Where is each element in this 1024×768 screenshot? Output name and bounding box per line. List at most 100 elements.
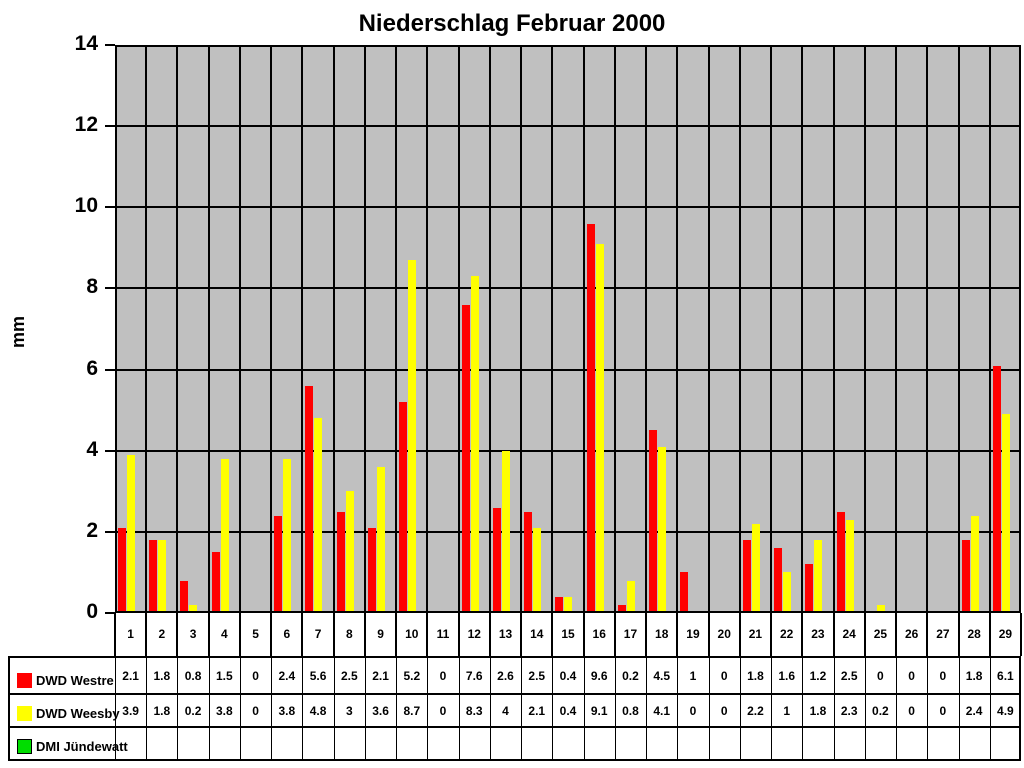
table-column-separator: [802, 658, 804, 759]
day-row-divider: [832, 613, 835, 656]
day-label: 26: [904, 627, 919, 641]
day-label: 27: [936, 627, 950, 641]
gridline-vertical: [738, 45, 741, 613]
table-column-separator: [614, 658, 616, 759]
day-row-divider: [770, 613, 773, 656]
day-label: 18: [655, 627, 669, 641]
legend-cell-dwd-weesby: DWD Weesby: [10, 695, 120, 726]
table-row-separator: [10, 726, 1019, 728]
day-label: 13: [498, 627, 513, 641]
gridline-vertical: [426, 45, 429, 613]
bar-dwd-weesby-day-17: [626, 580, 635, 613]
table-column-separator: [583, 658, 585, 759]
value-cell: 0.8: [622, 704, 639, 718]
legend-cell-dmi-jündewatt: DMI Jündewatt: [10, 728, 128, 759]
y-tick-mark: [105, 612, 115, 614]
day-label: 7: [314, 627, 322, 641]
x-axis-day-labels: 1 2 3 4 5 6 7 8 9 10 11 12 13 14 15 16 17 18 19 20 21 22 23 24 2…: [114, 613, 1022, 656]
day-label: 6: [283, 627, 291, 641]
gridline-vertical: [895, 45, 898, 613]
value-cell: 0: [908, 669, 915, 683]
bar-dwd-westre-day-4: [211, 552, 220, 613]
value-cell: 0.2: [622, 669, 639, 683]
gridline-vertical: [520, 45, 523, 613]
table-column-separator: [677, 658, 679, 759]
value-cell: [521, 728, 552, 759]
y-tick-mark: [105, 530, 115, 533]
value-cell: 4.8: [309, 704, 327, 718]
y-tick-label: 2: [86, 518, 98, 542]
y-tick-label: 4: [86, 437, 98, 461]
table-column-separator: [239, 658, 241, 759]
value-cell: 1.8: [747, 669, 764, 683]
legend-label: DWD Weesby: [36, 706, 120, 721]
value-cell: [771, 728, 802, 759]
table-column-separator: [208, 658, 210, 759]
value-cell: [146, 728, 177, 759]
day-row-divider: [613, 613, 616, 656]
bar-dwd-westre-day-17: [617, 604, 626, 613]
value-cell: 4.1: [653, 704, 671, 718]
value-cell: 3.9: [122, 704, 139, 718]
legend-swatch: [17, 706, 32, 721]
day-row-divider: [738, 613, 741, 656]
gridline-vertical: [801, 45, 804, 613]
value-cell: [490, 728, 521, 759]
day-row-divider: [395, 613, 398, 656]
bar-dwd-weesby-day-9: [376, 466, 385, 613]
day-row-divider: [645, 613, 648, 656]
bar-dwd-westre-day-24: [836, 511, 845, 613]
value-cell: 0: [908, 704, 915, 718]
value-cell: [709, 728, 740, 759]
day-label: 20: [717, 627, 731, 641]
bar-dwd-weesby-day-21: [751, 523, 760, 613]
bar-dwd-weesby-day-28: [970, 515, 979, 613]
day-row-divider: [801, 613, 804, 656]
day-row-divider: [551, 613, 554, 656]
day-label: 15: [561, 627, 575, 641]
bar-dwd-weesby-day-4: [220, 458, 229, 613]
bar-dwd-westre-day-8: [336, 511, 345, 613]
gridline-vertical: [332, 45, 335, 613]
value-cell: 6.1: [997, 669, 1014, 683]
gridline-vertical: [676, 45, 679, 613]
value-cell: 7.6: [465, 669, 483, 683]
bar-dwd-westre-day-21: [742, 539, 751, 613]
day-label: 9: [377, 627, 384, 641]
day-row-divider: [426, 613, 429, 656]
bar-dwd-weesby-day-8: [345, 491, 354, 613]
bar-dwd-westre-day-22: [774, 548, 783, 613]
bar-dwd-westre-day-16: [586, 223, 595, 613]
gridline-vertical: [582, 45, 585, 613]
value-cell: 1: [689, 669, 697, 683]
day-row-divider: [488, 613, 491, 656]
gridline-vertical: [207, 45, 210, 613]
value-cell: 0: [689, 704, 697, 718]
day-row-divider: [1020, 613, 1022, 656]
day-label: 22: [780, 627, 794, 641]
day-row-divider: [301, 613, 304, 656]
gridline-vertical: [488, 45, 491, 613]
table-column-separator: [552, 658, 554, 759]
value-cell: 8.3: [465, 704, 483, 718]
y-tick-label: 8: [86, 275, 98, 299]
value-cell: 1.8: [153, 704, 171, 718]
value-cell: 0: [252, 704, 259, 718]
bar-dwd-weesby-day-25: [876, 604, 885, 613]
value-cell: 1.6: [778, 669, 796, 683]
gridline-horizontal: [115, 530, 1021, 533]
day-label: 2: [158, 627, 166, 641]
gridline-vertical: [645, 45, 648, 613]
gridline-vertical: [457, 45, 460, 613]
bar-dwd-westre-day-3: [180, 580, 189, 613]
legend-swatch: [17, 673, 32, 688]
day-label: 3: [189, 627, 197, 641]
value-cell: 2.5: [340, 669, 358, 683]
day-label: 29: [998, 627, 1013, 641]
bar-dwd-westre-day-12: [461, 304, 470, 613]
value-cell: 0: [720, 669, 728, 683]
value-cell: 0: [720, 704, 728, 718]
day-label: 4: [220, 627, 228, 641]
day-row-divider: [457, 613, 460, 656]
value-cell: 2.1: [528, 704, 546, 718]
